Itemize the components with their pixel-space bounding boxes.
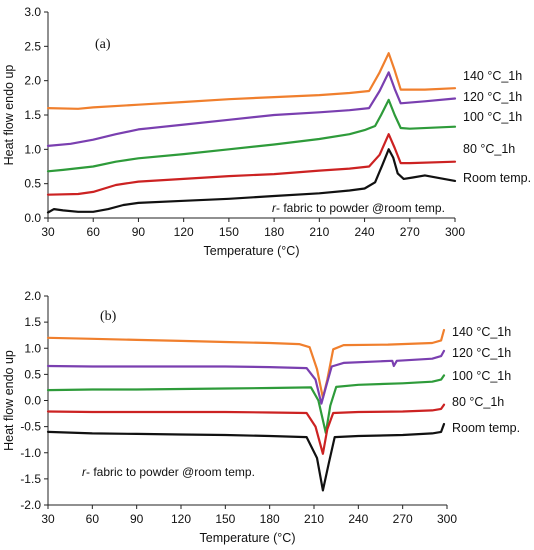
series-label-0: 140 °C_1h [452, 325, 511, 339]
x-tick-label: 300 [445, 225, 465, 239]
y-tick-label: 2.5 [24, 39, 41, 53]
x-axis-title: Temperature (°C) [204, 244, 300, 258]
series-label-4: Room temp. [452, 421, 520, 435]
series-label-2: 100 °C_1h [463, 110, 522, 124]
series-line-1 [46, 349, 446, 405]
annotation-text: r- fabric to powder @room temp. [272, 201, 445, 215]
y-tick-label: 0.5 [24, 367, 41, 381]
x-tick-label: 210 [304, 512, 324, 526]
x-tick-label: 120 [171, 512, 191, 526]
series-label-1: 120 °C_1h [452, 346, 511, 360]
x-tick-label: 120 [174, 225, 194, 239]
series-label-0: Room temp. [463, 171, 531, 185]
x-tick-label: 270 [393, 512, 413, 526]
annotation-text: r- fabric to powder @room temp. [82, 465, 255, 479]
panel-label: (b) [100, 309, 117, 324]
y-tick-label: 2.0 [24, 74, 41, 88]
x-tick-label: 300 [437, 512, 457, 526]
series-label-3: 80 °C_1h [452, 395, 504, 409]
series-label-1: 80 °C_1h [463, 142, 515, 156]
y-tick-label: 1.5 [24, 108, 41, 122]
x-tick-label: 180 [260, 512, 280, 526]
y-axis-title: Heat flow endo up [2, 65, 16, 166]
x-tick-label: 60 [86, 512, 100, 526]
y-tick-label: -2.0 [20, 498, 41, 512]
series-line-0 [46, 328, 446, 399]
series-line-4 [46, 422, 446, 492]
series-line-3 [46, 71, 457, 147]
annotation-prefix: r [82, 465, 87, 479]
y-tick-label: 0.0 [24, 211, 41, 225]
y-tick-label: 3.0 [24, 5, 41, 19]
x-tick-label: 30 [41, 225, 55, 239]
y-tick-label: 0.5 [24, 177, 41, 191]
x-axis-title: Temperature (°C) [200, 531, 296, 545]
y-tick-label: 1.0 [24, 341, 41, 355]
y-tick-label: 1.0 [24, 142, 41, 156]
x-tick-label: 90 [132, 225, 146, 239]
y-tick-label: 0.0 [24, 394, 41, 408]
series-label-4: 140 °C_1h [463, 69, 522, 83]
y-tick-label: -0.5 [20, 420, 41, 434]
series-line-0 [46, 148, 457, 214]
annotation-rest: - fabric to powder @room temp. [86, 465, 255, 479]
series-line-1 [46, 133, 457, 196]
x-tick-label: 30 [41, 512, 55, 526]
series-label-3: 120 °C_1h [463, 90, 522, 104]
x-tick-label: 270 [400, 225, 420, 239]
panel-b-chart: 30 60 90 120 150 180 210 240 270 300 -2.0 -1.5 -1.0 -… [2, 289, 520, 545]
annotation-rest: - fabric to powder @room temp. [276, 201, 445, 215]
y-tick-label: 2.0 [24, 289, 41, 303]
panel-a-chart: 30 60 90 120 150 180 210 240 270 300 0.0 0.5 1.0 1.5 2… [2, 5, 531, 258]
series-line-2 [46, 98, 457, 173]
y-tick-label: -1.0 [20, 446, 41, 460]
series-line-3 [46, 403, 446, 455]
y-tick-label: 1.5 [24, 315, 41, 329]
x-tick-label: 150 [215, 512, 235, 526]
x-tick-label: 60 [87, 225, 101, 239]
x-tick-label: 180 [264, 225, 284, 239]
x-tick-label: 210 [309, 225, 329, 239]
y-tick-label: -1.5 [20, 472, 41, 486]
panel-label: (a) [95, 37, 111, 52]
x-tick-label: 240 [355, 225, 375, 239]
x-tick-label: 150 [219, 225, 239, 239]
x-tick-label: 90 [130, 512, 144, 526]
y-axis-title: Heat flow endo up [2, 350, 16, 451]
series-label-2: 100 °C_1h [452, 369, 511, 383]
series-line-4 [46, 52, 457, 110]
series-line-2 [46, 374, 446, 434]
annotation-prefix: r [272, 201, 277, 215]
x-tick-label: 240 [348, 512, 368, 526]
